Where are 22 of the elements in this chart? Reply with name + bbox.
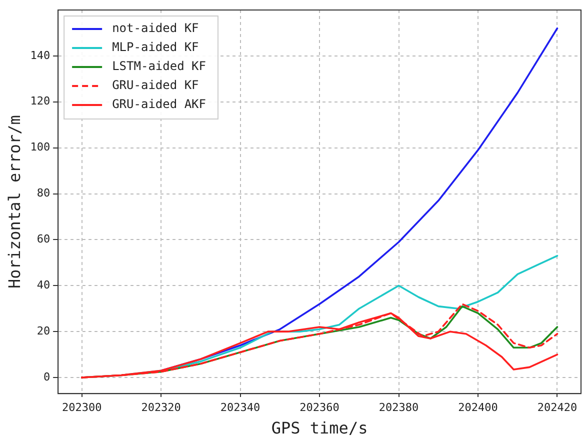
legend-label: GRU-aided KF xyxy=(112,78,199,92)
y-tick-label: 140 xyxy=(30,48,50,62)
y-tick-label: 80 xyxy=(36,186,50,200)
y-axis-title: Horizontal error/m xyxy=(4,115,24,288)
x-axis-title: GPS time/s xyxy=(271,418,368,438)
x-tick-label: 202360 xyxy=(300,401,340,414)
x-tick-label: 202420 xyxy=(537,401,578,414)
y-tick-label: 60 xyxy=(36,232,50,246)
legend-label: LSTM-aided KF xyxy=(112,59,206,74)
y-tick-label: 120 xyxy=(30,94,50,108)
y-tick-label: 20 xyxy=(36,324,50,338)
x-tick-label: 202400 xyxy=(458,401,498,414)
y-tick-label: 40 xyxy=(36,278,50,292)
legend-label: GRU-aided AKF xyxy=(112,97,206,112)
legend-label: MLP-aided KF xyxy=(112,40,199,54)
x-tick-label: 202380 xyxy=(378,401,419,414)
y-tick-label: 0 xyxy=(43,370,50,384)
x-tick-label: 202300 xyxy=(62,401,102,414)
x-tick-label: 202320 xyxy=(141,401,181,414)
y-tick-label: 100 xyxy=(30,140,50,154)
x-tick-label: 202340 xyxy=(220,401,260,414)
legend-label: not-aided KF xyxy=(112,21,199,36)
